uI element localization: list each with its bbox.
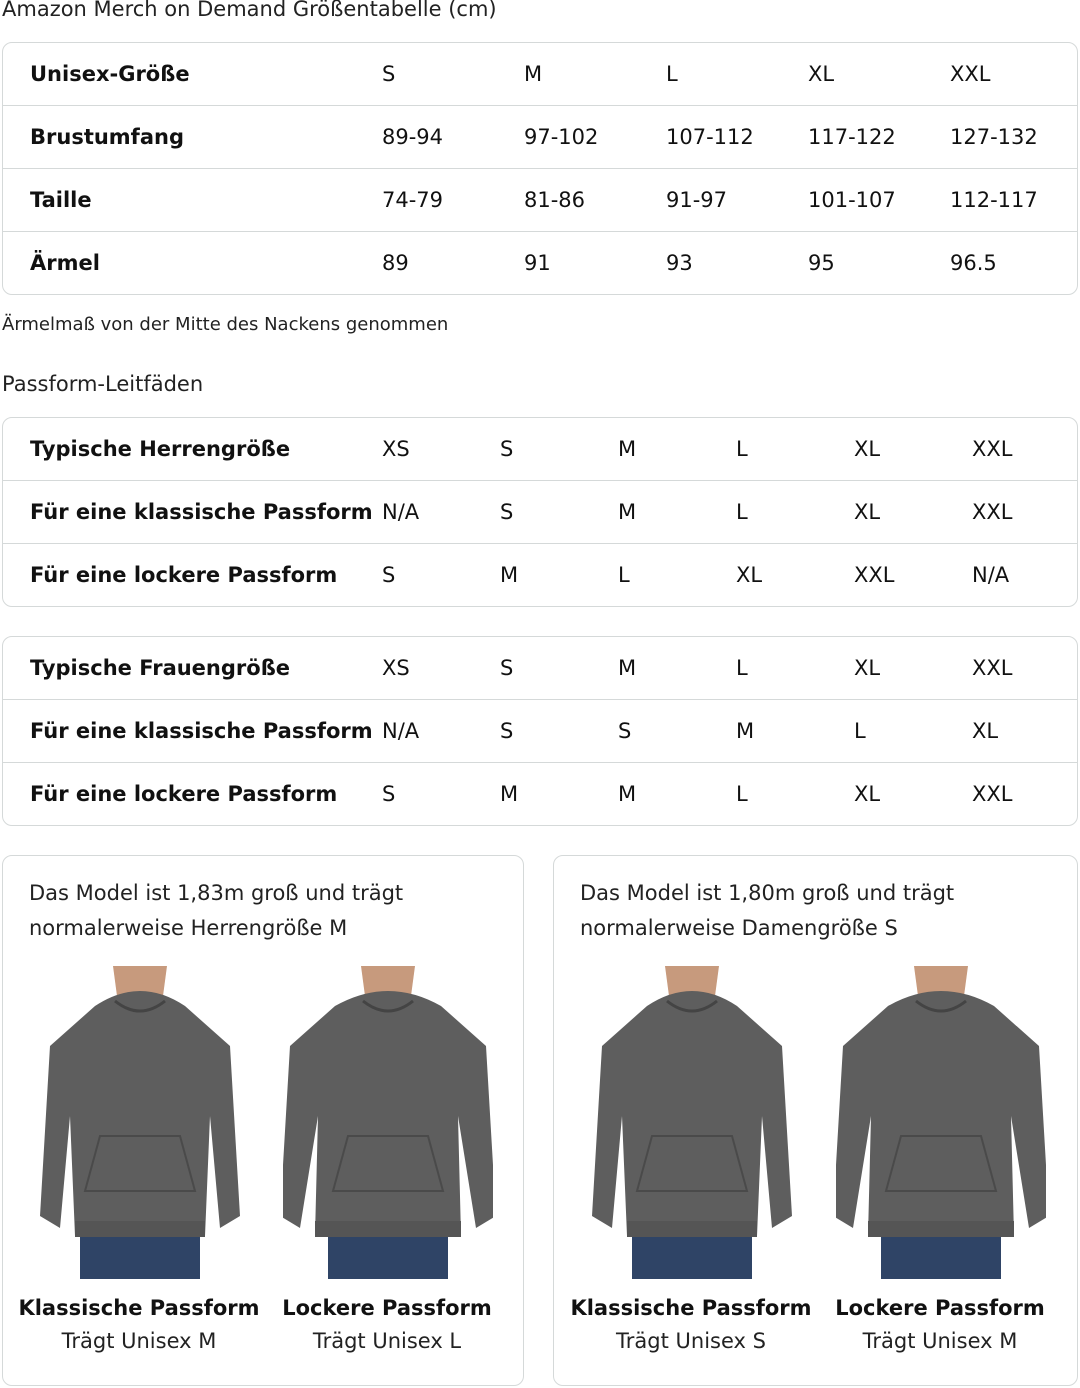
table-cell: M	[736, 699, 854, 763]
table-row: Brustumfang 89-94 97-102 107-112 117-122 127-…	[3, 105, 1077, 169]
table-row: Typische Herrengröße XS S M L XL XXL	[3, 418, 1077, 481]
table-cell: S	[500, 480, 618, 544]
table-cell: S	[382, 62, 396, 86]
table-row: Für eine klassische Passform N/A S S M L XL	[3, 699, 1077, 763]
table-cell: XXL	[950, 62, 991, 86]
table-cell: XL	[854, 656, 881, 680]
figure-caption: Lockere Passform Trägt Unisex M	[835, 1296, 1045, 1353]
table-cell: 112-117	[950, 168, 1077, 232]
model-photo-loose	[833, 966, 1049, 1279]
table-cell: N/A	[972, 543, 1077, 606]
table-cell: S	[382, 543, 500, 606]
table-cell: 127-132	[950, 105, 1077, 169]
row-label: Für eine klassische Passform	[3, 480, 382, 544]
table-cell: XXL	[972, 656, 1013, 680]
table-cell: 74-79	[382, 168, 524, 232]
table-cell: N/A	[382, 480, 500, 544]
table-cell: M	[618, 656, 637, 680]
table-cell: L	[736, 656, 748, 680]
table-row: Taille 74-79 81-86 91-97 101-107 112-117	[3, 168, 1077, 232]
table-row: Ärmel 89 91 93 95 96.5	[3, 231, 1077, 294]
table-cell: 81-86	[524, 168, 666, 232]
figure-caption: Lockere Passform Trägt Unisex L	[282, 1296, 492, 1353]
size-table: Unisex-Größe S M L XL XXL Brustumfang 89-94 97-1…	[2, 42, 1078, 295]
table-cell: XS	[382, 656, 410, 680]
table-cell: XXL	[972, 762, 1077, 825]
table-cell: M	[500, 543, 618, 606]
table-cell: L	[736, 762, 854, 825]
table-cell: M	[618, 762, 736, 825]
table-cell: S	[382, 762, 500, 825]
table-cell: S	[500, 656, 514, 680]
men-model-card: Das Model ist 1,83m groß und trägt normal…	[2, 855, 524, 1386]
table-cell: 89	[382, 231, 524, 294]
table-cell: XXL	[972, 480, 1077, 544]
row-label: Für eine lockere Passform	[3, 762, 382, 825]
row-label: Unisex-Größe	[30, 62, 190, 86]
row-label: Für eine klassische Passform	[3, 699, 382, 763]
table-cell: M	[500, 762, 618, 825]
row-label: Brustumfang	[3, 105, 382, 169]
table-cell: 107-112	[666, 105, 808, 169]
fit-guide-title: Passform-Leitfäden	[2, 372, 204, 396]
table-cell: 101-107	[808, 168, 950, 232]
table-cell: XL	[854, 437, 881, 461]
row-label: Taille	[3, 168, 382, 232]
table-cell: L	[854, 699, 972, 763]
table-cell: 93	[666, 231, 808, 294]
table-cell: 95	[808, 231, 950, 294]
table-cell: XL	[854, 762, 972, 825]
table-cell: L	[736, 437, 748, 461]
figure-caption: Klassische Passform Trägt Unisex S	[570, 1296, 812, 1353]
hoodie-model-illustration	[592, 966, 792, 1279]
table-cell: 117-122	[808, 105, 950, 169]
table-cell: XL	[972, 699, 1077, 763]
table-cell: L	[618, 543, 736, 606]
table-cell: L	[736, 480, 854, 544]
table-cell: XXL	[972, 437, 1013, 461]
figure-caption: Klassische Passform Trägt Unisex M	[18, 1296, 260, 1353]
table-cell: XS	[382, 437, 410, 461]
row-label: Ärmel	[3, 231, 382, 294]
table-cell: L	[666, 62, 678, 86]
table-row: Für eine klassische Passform N/A S M L XL XXL	[3, 480, 1077, 544]
table-cell: 91-97	[666, 168, 808, 232]
row-label: Für eine lockere Passform	[3, 543, 382, 606]
table-cell: 91	[524, 231, 666, 294]
model-photo-classic	[587, 966, 797, 1279]
model-photo-classic	[35, 966, 245, 1279]
sleeve-note: Ärmelmaß von der Mitte des Nackens genom…	[2, 314, 449, 335]
table-row: Für eine lockere Passform S M M L XL XXL	[3, 762, 1077, 825]
model-description: Das Model ist 1,80m groß und trägt normal…	[580, 881, 955, 940]
model-description: Das Model ist 1,83m groß und trägt normal…	[29, 881, 404, 940]
table-cell: XXL	[854, 543, 972, 606]
table-cell: S	[500, 437, 514, 461]
women-model-card: Das Model ist 1,80m groß und trägt normal…	[553, 855, 1078, 1386]
hoodie-model-illustration	[40, 966, 240, 1279]
table-row: Für eine lockere Passform S M L XL XXL N/A	[3, 543, 1077, 606]
row-label: Typische Herrengröße	[30, 437, 291, 461]
hoodie-model-illustration	[833, 966, 1049, 1279]
table-cell: M	[618, 437, 637, 461]
men-fit-table: Typische Herrengröße XS S M L XL XXL Für eine k…	[2, 417, 1078, 607]
table-cell: S	[618, 699, 736, 763]
table-row: Unisex-Größe S M L XL XXL	[3, 43, 1077, 106]
table-cell: N/A	[382, 699, 500, 763]
hoodie-model-illustration	[280, 966, 496, 1279]
table-cell: M	[524, 62, 543, 86]
table-cell: XL	[736, 543, 854, 606]
table-cell: 96.5	[950, 231, 1077, 294]
table-row: Typische Frauengröße XS S M L XL XXL	[3, 637, 1077, 700]
table-cell: 97-102	[524, 105, 666, 169]
table-cell: 89-94	[382, 105, 524, 169]
table-cell: XL	[854, 480, 972, 544]
table-cell: M	[618, 480, 736, 544]
row-label: Typische Frauengröße	[30, 656, 291, 680]
page-title: Amazon Merch on Demand Größentabelle (cm…	[2, 0, 497, 21]
table-cell: S	[500, 699, 618, 763]
women-fit-table: Typische Frauengröße XS S M L XL XXL Für eine k…	[2, 636, 1078, 826]
table-cell: XL	[808, 62, 835, 86]
model-photo-loose	[280, 966, 496, 1279]
